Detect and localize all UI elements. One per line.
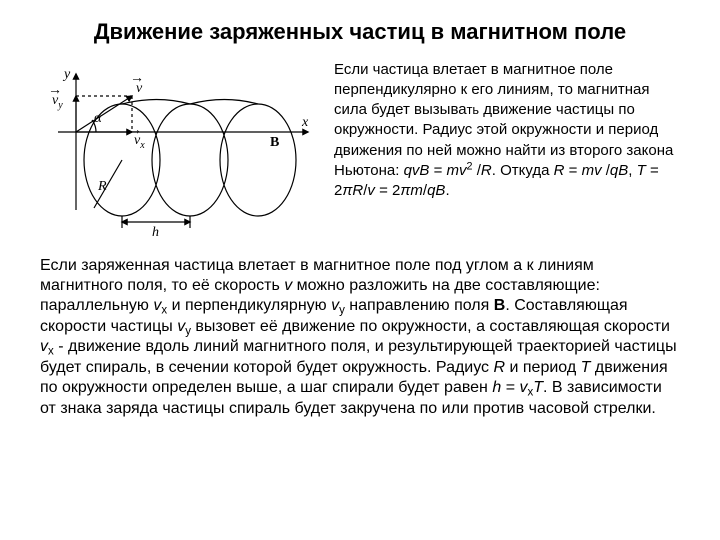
label-v-arrow: →	[130, 71, 144, 86]
label-vy-arrow: →	[48, 83, 62, 98]
side-paragraph: Если частица влетает в магнитное поле пе…	[334, 60, 680, 202]
label-vx-arrow: →	[128, 123, 142, 138]
body-paragraph: Если заряженная частица влетает в магнит…	[40, 256, 680, 420]
label-h: h	[152, 225, 159, 240]
label-B: B	[270, 135, 279, 150]
label-x-axis: x	[301, 115, 309, 130]
label-alpha: α	[94, 111, 102, 126]
label-R: R	[97, 179, 107, 194]
label-y-axis: y	[62, 67, 71, 82]
helix-figure: y x B R h v → vx → vy	[40, 60, 320, 240]
top-row: y x B R h v → vx → vy	[40, 60, 680, 240]
slide-title: Движение заряженных частиц в магнитном п…	[40, 18, 680, 46]
